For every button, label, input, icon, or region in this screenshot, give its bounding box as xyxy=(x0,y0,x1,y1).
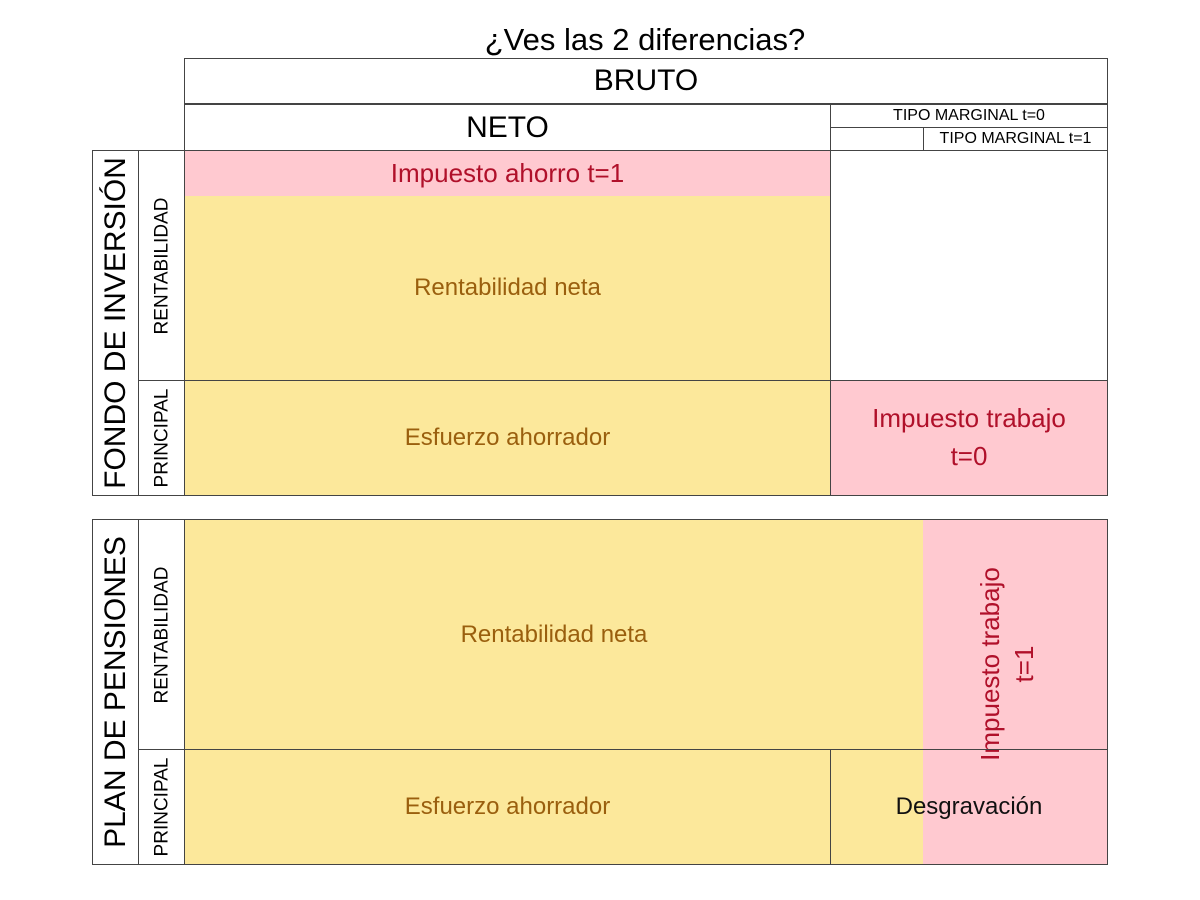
header-bruto: BRUTO xyxy=(184,58,1108,104)
fondo-empty-area xyxy=(830,150,1108,381)
fondo-impuesto-trabajo: Impuesto trabajo t=0 xyxy=(830,380,1108,496)
fondo-row-divider xyxy=(185,380,1108,381)
plan-impuesto-trabajo: Impuesto trabajo t=1 xyxy=(923,520,1107,864)
plan-row-principal-cell: PRINCIPAL xyxy=(138,749,185,865)
plan-label-cell: PLAN DE PENSIONES xyxy=(92,519,139,865)
diagram-title-text: ¿Ves las 2 diferencias? xyxy=(484,22,806,57)
plan-desgravacion-yellow-part xyxy=(831,750,923,864)
plan-rentabilidad-neta: Rentabilidad neta xyxy=(185,520,923,749)
plan-desgravacion: Desgravación xyxy=(895,793,1043,820)
fondo-label: FONDO DE INVERSIÓN xyxy=(98,157,132,489)
plan-row-divider xyxy=(185,749,1108,750)
plan-row-principal-label: PRINCIPAL xyxy=(151,757,172,857)
plan-col-divider xyxy=(830,749,831,865)
plan-label: PLAN DE PENSIONES xyxy=(98,536,132,848)
plan-esfuerzo-ahorrador: Esfuerzo ahorrador xyxy=(185,750,830,864)
fondo-label-cell: FONDO DE INVERSIÓN xyxy=(92,150,139,496)
plan-row-rentabilidad-cell: RENTABILIDAD xyxy=(138,519,185,750)
header-tipo-marginal-t0: TIPO MARGINAL t=0 xyxy=(830,104,1108,128)
fondo-esfuerzo-ahorrador: Esfuerzo ahorrador xyxy=(185,381,830,495)
fondo-row-principal-label: PRINCIPAL xyxy=(151,388,172,488)
fondo-row-rentabilidad-label: RENTABILIDAD xyxy=(151,197,172,334)
header-neto: NETO xyxy=(184,104,831,151)
fondo-row-principal-cell: PRINCIPAL xyxy=(138,380,185,496)
fondo-row-rentabilidad-cell: RENTABILIDAD xyxy=(138,150,185,381)
diagram-title: ¿Ves las 2 diferencias? xyxy=(0,10,1200,70)
fondo-rentabilidad-neta: Rentabilidad neta xyxy=(185,196,830,380)
header-tipo-marginal-t1: TIPO MARGINAL t=1 xyxy=(923,127,1108,151)
plan-row-rentabilidad-label: RENTABILIDAD xyxy=(151,566,172,703)
fondo-impuesto-ahorro: Impuesto ahorro t=1 xyxy=(185,151,830,196)
